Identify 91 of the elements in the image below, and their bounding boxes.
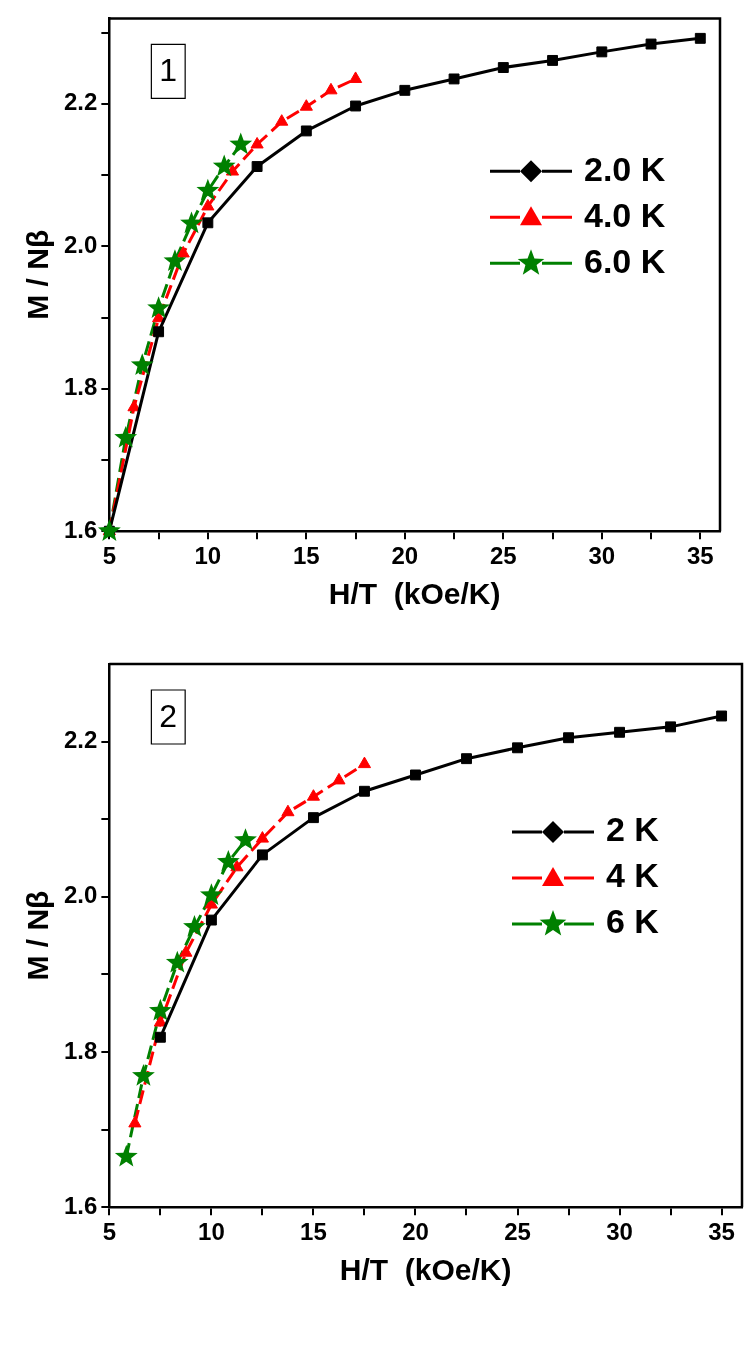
point <box>645 38 657 50</box>
point <box>614 726 625 738</box>
point <box>281 804 295 817</box>
point <box>461 753 472 765</box>
x-tick-label: 10 <box>198 1218 225 1246</box>
point <box>275 114 289 126</box>
point <box>299 99 313 111</box>
point <box>694 32 706 44</box>
point <box>512 742 523 754</box>
point <box>176 245 190 258</box>
point <box>216 849 240 872</box>
y-tick-label: 1.6 <box>63 515 98 543</box>
point <box>306 789 320 801</box>
point <box>251 161 263 172</box>
point <box>410 769 421 781</box>
x-tick-label: 20 <box>402 1218 429 1246</box>
point <box>153 326 165 338</box>
point <box>357 756 372 769</box>
point <box>497 62 509 73</box>
point <box>183 915 206 937</box>
point <box>128 1115 142 1128</box>
legend-label: 2.0 K <box>584 149 666 188</box>
point <box>212 154 236 177</box>
y-tick-label: 2.2 <box>63 726 98 754</box>
y-tick-label: 1.6 <box>63 1191 98 1219</box>
point <box>359 785 370 797</box>
point <box>255 831 269 843</box>
x-tick-label: 30 <box>606 1218 633 1246</box>
legend-label: 4 K <box>606 856 660 895</box>
x-tick-label: 25 <box>489 542 517 570</box>
point <box>127 399 141 412</box>
point <box>202 217 214 229</box>
point <box>180 211 203 234</box>
y-tick-label: 2.0 <box>63 881 98 909</box>
point <box>324 82 338 95</box>
point <box>399 84 411 96</box>
point <box>199 883 223 905</box>
x-tick-label: 5 <box>102 1218 117 1246</box>
point <box>114 1144 138 1167</box>
y-axis-title: M / Nβ <box>21 890 55 981</box>
x-tick-label: 20 <box>391 542 419 570</box>
point <box>307 812 319 824</box>
x-tick-label: 35 <box>708 1218 735 1246</box>
point <box>596 46 608 58</box>
y-tick-label: 1.8 <box>63 373 98 401</box>
point <box>250 136 264 149</box>
point <box>716 710 728 722</box>
x-tick-label: 35 <box>686 542 714 570</box>
point <box>201 198 215 211</box>
y-tick-label: 1.8 <box>63 1036 98 1064</box>
point <box>130 353 154 375</box>
point <box>132 1064 155 1086</box>
point <box>234 828 257 850</box>
point <box>147 296 171 318</box>
point <box>196 178 220 201</box>
legend-label: 2 K <box>606 810 660 849</box>
point <box>205 914 217 926</box>
point <box>563 732 574 744</box>
point <box>153 1015 167 1027</box>
legend-label: 4.0 K <box>584 195 666 234</box>
x-axis-title: H/T (kOe/K) <box>339 1253 512 1287</box>
x-axis-title: H/T (kOe/K) <box>328 577 501 611</box>
annotation: 2 <box>159 697 178 734</box>
point <box>665 721 677 733</box>
point <box>350 100 362 112</box>
point <box>349 71 363 83</box>
x-tick-label: 15 <box>300 1218 327 1246</box>
annotation: 1 <box>159 52 178 89</box>
y-tick-label: 2.0 <box>63 230 98 258</box>
point <box>154 1031 166 1043</box>
point <box>179 945 193 957</box>
point <box>448 73 460 85</box>
point <box>547 54 559 66</box>
point <box>148 998 172 1021</box>
x-tick-label: 10 <box>194 542 222 570</box>
point <box>97 519 121 541</box>
point <box>165 950 189 973</box>
legend-label: 6 K <box>606 902 660 941</box>
point <box>229 132 253 155</box>
x-tick-label: 25 <box>504 1218 531 1246</box>
y-tick-label: 2.2 <box>63 88 98 116</box>
y-axis-title: M / Nβ <box>21 229 55 320</box>
x-tick-label: 30 <box>588 542 616 570</box>
x-tick-label: 15 <box>292 542 320 570</box>
point <box>300 125 312 137</box>
point <box>163 249 187 271</box>
point <box>256 849 268 861</box>
point <box>332 772 346 785</box>
x-tick-label: 5 <box>102 542 117 570</box>
legend-label: 6.0 K <box>584 241 666 280</box>
point <box>114 425 138 448</box>
